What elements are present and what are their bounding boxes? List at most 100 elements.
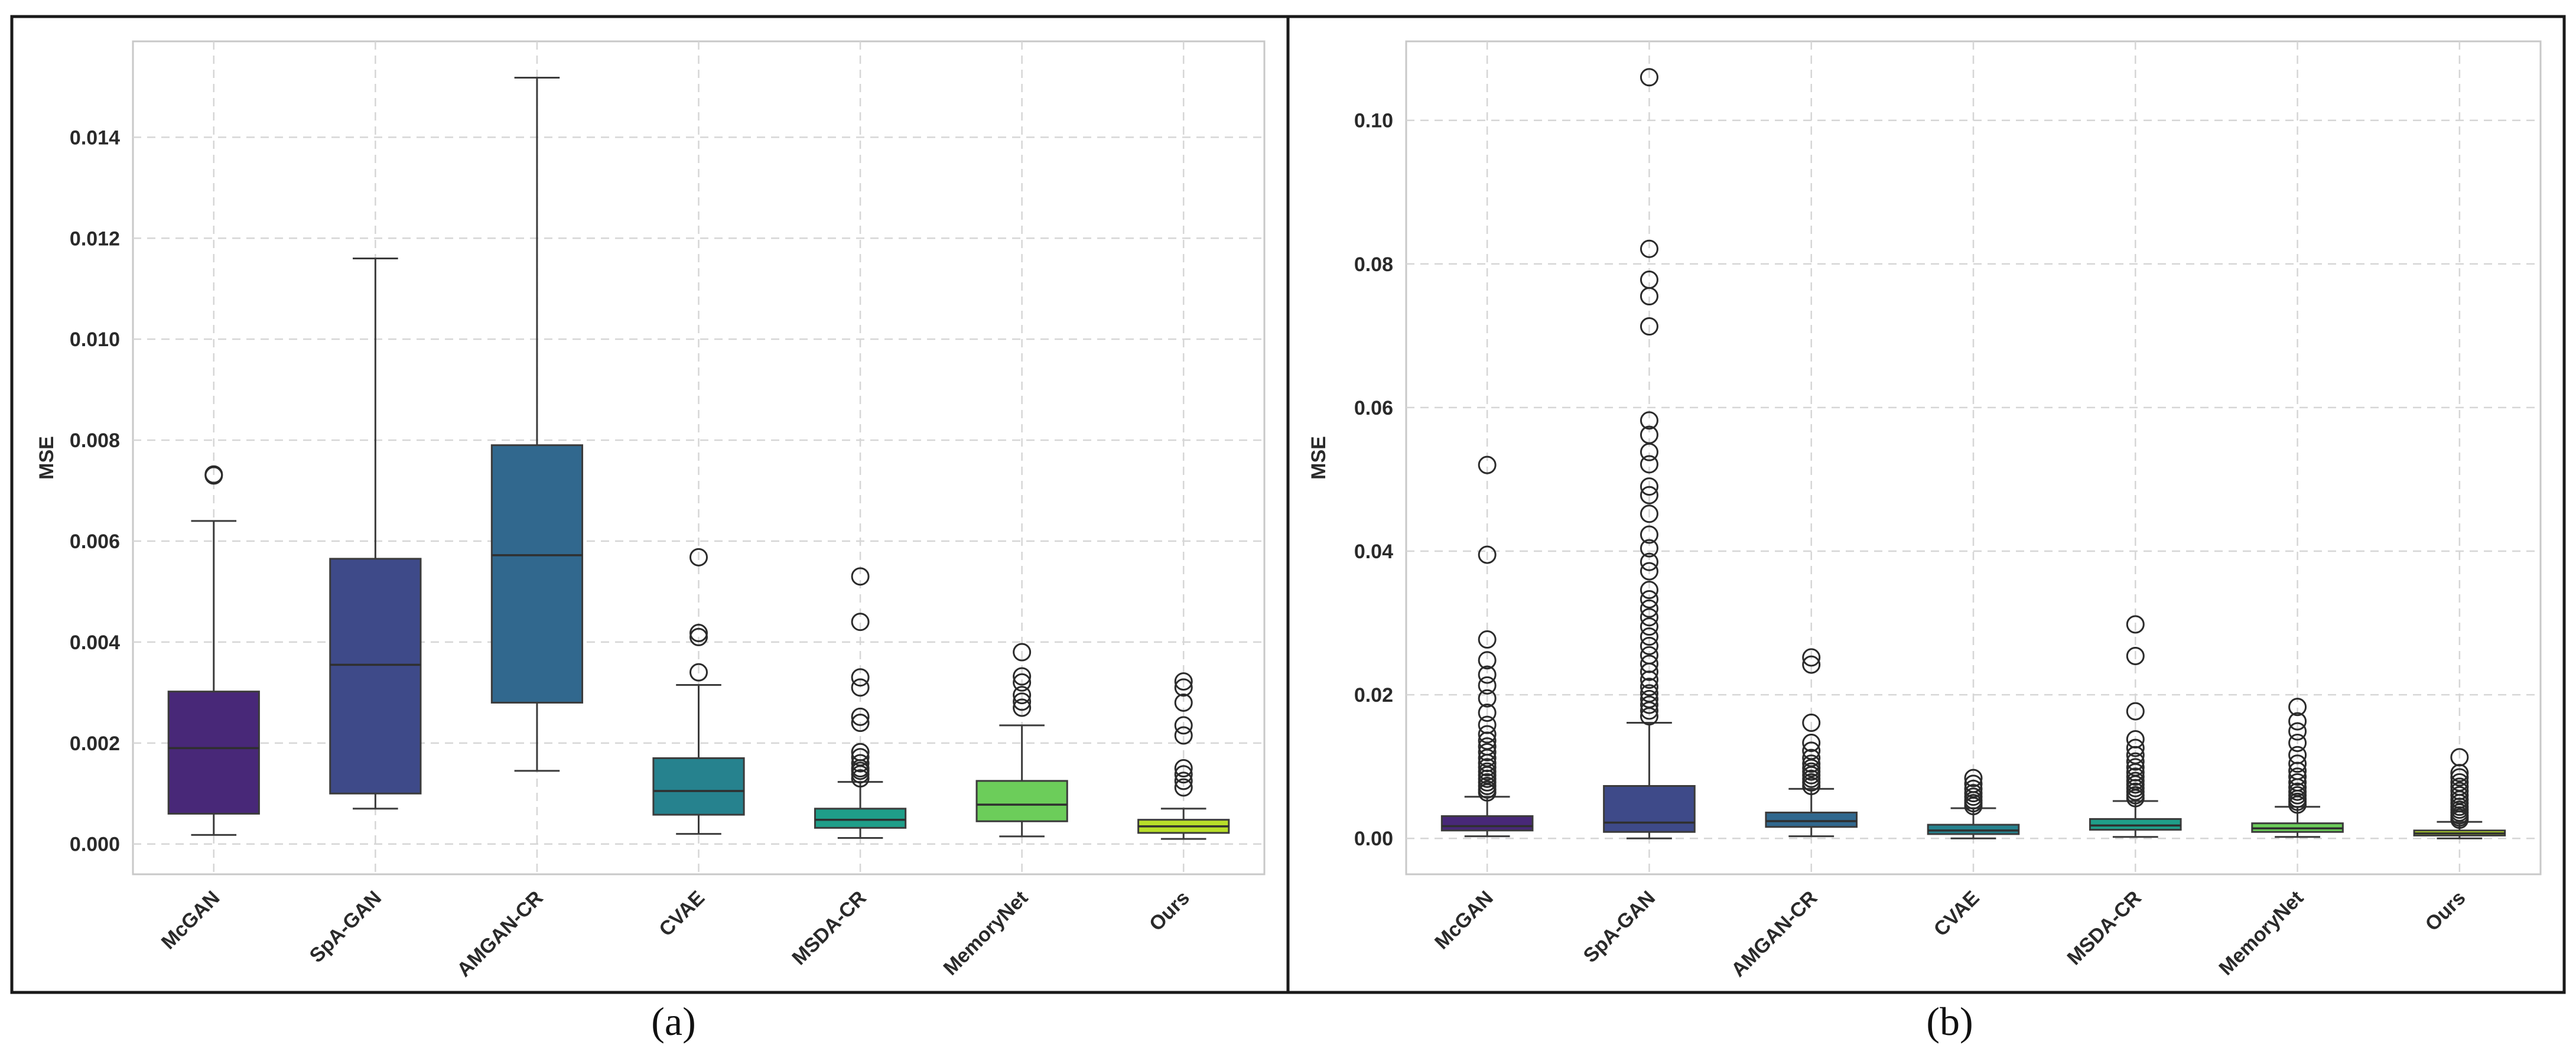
outlier-point: [1964, 784, 1983, 803]
outlier-point: [1640, 608, 1658, 627]
y-tick-label: 0.10: [1354, 110, 1393, 132]
iqr-box: [652, 757, 745, 816]
outlier-point: [1013, 686, 1032, 705]
outlier-point: [1174, 778, 1193, 797]
outlier-point: [1640, 68, 1658, 87]
outlier-point: [1802, 648, 1821, 667]
x-tick-label: SpA-GAN: [305, 887, 386, 967]
outlier-point: [1640, 646, 1658, 665]
outlier-point: [2126, 738, 2145, 757]
outlier-point: [1802, 748, 1821, 767]
y-tick-label: 0.012: [70, 227, 120, 250]
box-SpA-GAN: [1603, 68, 1696, 839]
x-tick-label: CVAE: [1930, 887, 1984, 941]
outlier-point: [2288, 712, 2307, 731]
outlier-point: [1640, 477, 1658, 496]
outlier-point: [1013, 673, 1032, 692]
outlier-point: [2126, 730, 2145, 748]
outlier-point: [1640, 455, 1658, 474]
outlier-point: [2126, 702, 2145, 721]
outlier-point: [1478, 651, 1497, 670]
outlier-point: [1640, 627, 1658, 646]
x-tick-label: SpA-GAN: [1579, 887, 1660, 967]
panel-a-boxes: [167, 77, 1230, 840]
iqr-box: [167, 691, 260, 815]
outlier-point: [1478, 725, 1497, 744]
box-CVAE: [1927, 769, 2020, 839]
outlier-point: [1478, 715, 1497, 734]
outlier-point: [1478, 676, 1497, 695]
box-MSDA-CR: [814, 567, 907, 839]
outlier-point: [2288, 698, 2307, 717]
y-tick-label: 0.008: [70, 429, 120, 452]
box-SpA-GAN: [329, 257, 422, 810]
y-tick-label: 0.06: [1354, 397, 1393, 419]
outlier-point: [851, 743, 870, 761]
box-MemoryNet: [2251, 698, 2344, 838]
outlier-point: [851, 567, 870, 586]
outlier-point: [1640, 636, 1658, 655]
box-MemoryNet: [975, 643, 1068, 838]
outlier-point: [1174, 771, 1193, 790]
outlier-point: [1174, 716, 1193, 735]
outlier-point: [1174, 678, 1193, 697]
outlier-point: [2126, 767, 2145, 786]
iqr-box: [814, 808, 907, 829]
outlier-point: [1640, 504, 1658, 523]
outlier-point: [2450, 773, 2469, 792]
x-tick-label: MSDA-CR: [2063, 887, 2146, 969]
iqr-box: [1440, 815, 1534, 832]
outlier-point: [1478, 665, 1497, 684]
outlier-point: [1640, 599, 1658, 618]
outlier-point: [2288, 746, 2307, 764]
y-tick-label: 0.08: [1354, 253, 1393, 276]
panel-b-y-ticks: 0.00 0.02 0.04 0.06 0.08 0.10: [1354, 110, 1393, 851]
y-tick-label: 0.000: [70, 834, 120, 856]
outlier-point: [2126, 771, 2145, 790]
outlier-point: [851, 748, 870, 767]
outlier-point: [2126, 646, 2145, 665]
outlier-point: [1478, 758, 1497, 777]
outlier-point: [1964, 774, 1983, 793]
y-tick-label: 0.02: [1354, 684, 1393, 707]
x-tick-label: CVAE: [655, 887, 709, 941]
iqr-box: [975, 780, 1068, 822]
outlier-point: [689, 624, 708, 643]
outlier-point: [204, 465, 223, 484]
outlier-point: [2288, 734, 2307, 753]
outlier-point: [1640, 617, 1658, 636]
y-tick-label: 0.00: [1354, 828, 1393, 850]
outlier-point: [1802, 754, 1821, 773]
outlier-point: [2450, 777, 2469, 796]
box-McGAN: [167, 465, 260, 836]
outlier-point: [1964, 779, 1983, 798]
outlier-point: [1174, 672, 1193, 691]
x-tick-label: AMGAN-CR: [1727, 887, 1822, 981]
panel-b-grid: [1406, 41, 2541, 874]
outlier-point: [1640, 317, 1658, 336]
outlier-point: [2288, 773, 2307, 792]
outlier-point: [1640, 590, 1658, 608]
panel-b-caption: (b): [1926, 999, 1973, 1044]
outlier-point: [1478, 743, 1497, 761]
y-tick-label: 0.04: [1354, 541, 1393, 563]
outlier-point: [1640, 525, 1658, 544]
outlier-point: [689, 627, 708, 646]
outlier-point: [1640, 581, 1658, 600]
y-tick-label: 0.002: [70, 733, 120, 755]
y-tick-label: 0.006: [70, 530, 120, 553]
outlier-point: [851, 678, 870, 697]
outlier-point: [1478, 689, 1497, 708]
panel-a-y-axis-label: MSE: [35, 436, 58, 480]
box-MSDA-CR: [2089, 615, 2182, 838]
x-tick-label: MSDA-CR: [788, 887, 870, 969]
outlier-point: [1478, 737, 1497, 756]
outlier-point: [1640, 684, 1658, 703]
x-tick-label: Ours: [2421, 887, 2470, 936]
outlier-point: [851, 707, 870, 726]
panel-b-boxes: [1440, 68, 2506, 839]
outlier-point: [2288, 722, 2307, 741]
panel-a-frame: [10, 15, 1290, 994]
outlier-point: [1174, 765, 1193, 784]
